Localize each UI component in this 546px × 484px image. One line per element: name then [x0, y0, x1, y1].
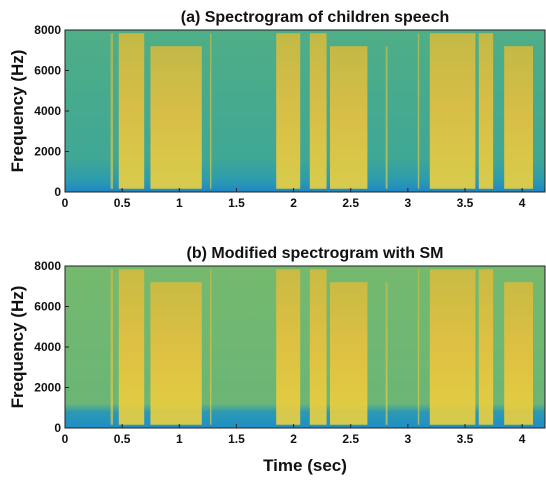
y-tick-label: 6000	[34, 300, 61, 314]
y-axis-label: Frequency (Hz)	[8, 286, 27, 409]
spectral-energy	[209, 269, 212, 425]
spectral-energy	[417, 33, 420, 189]
spectral-energy	[118, 269, 145, 425]
x-tick-label: 0.5	[114, 432, 131, 446]
x-tick-label: 2.5	[342, 196, 359, 210]
spectral-energy	[504, 46, 533, 189]
y-tick-label: 8000	[34, 23, 61, 37]
spectral-energy	[309, 269, 327, 425]
spectral-energy	[385, 282, 388, 425]
x-tick-label: 1.5	[228, 196, 245, 210]
y-tick-label: 0	[54, 185, 61, 199]
chart-title: (b) Modified spectrogram with SM	[187, 245, 444, 262]
spectral-energy	[385, 46, 388, 189]
spectral-energy	[429, 269, 476, 425]
x-tick-label: 2.5	[342, 432, 359, 446]
spectral-energy	[417, 269, 420, 425]
y-tick-label: 8000	[34, 259, 61, 273]
spectral-energy	[329, 46, 368, 189]
x-axis-label: Time (sec)	[263, 456, 347, 475]
spectral-energy	[329, 282, 368, 425]
x-tick-label: 1.5	[228, 432, 245, 446]
spectral-energy	[429, 33, 476, 189]
y-tick-label: 2000	[34, 145, 61, 159]
x-tick-label: 0	[62, 432, 69, 446]
spectral-energy	[276, 33, 301, 189]
x-tick-label: 2	[290, 432, 297, 446]
spectral-energy	[110, 269, 113, 425]
x-tick-label: 2	[290, 196, 297, 210]
spectral-energy	[118, 33, 145, 189]
y-axis-label: Frequency (Hz)	[8, 50, 27, 173]
x-tick-label: 3.5	[457, 432, 474, 446]
y-tick-label: 6000	[34, 64, 61, 78]
spectral-energy	[150, 282, 202, 425]
y-tick-label: 4000	[34, 340, 61, 354]
spectral-energy	[110, 33, 113, 189]
spectral-energy	[209, 33, 212, 189]
spectral-energy	[478, 269, 494, 425]
x-tick-label: 4	[519, 432, 526, 446]
x-tick-label: 3	[405, 196, 412, 210]
x-tick-label: 3	[405, 432, 412, 446]
x-tick-label: 0	[62, 196, 69, 210]
spectral-energy	[150, 46, 202, 189]
y-tick-label: 0	[54, 421, 61, 435]
x-tick-label: 1	[176, 196, 183, 210]
x-tick-label: 1	[176, 432, 183, 446]
spectral-energy	[276, 269, 301, 425]
x-tick-label: 0.5	[114, 196, 131, 210]
spectral-energy	[309, 33, 327, 189]
y-tick-label: 2000	[34, 381, 61, 395]
y-tick-label: 4000	[34, 104, 61, 118]
x-tick-label: 4	[519, 196, 526, 210]
spectral-energy	[504, 282, 533, 425]
spectral-energy	[478, 33, 494, 189]
x-tick-label: 3.5	[457, 196, 474, 210]
chart-title: (a) Spectrogram of children speech	[181, 9, 450, 26]
